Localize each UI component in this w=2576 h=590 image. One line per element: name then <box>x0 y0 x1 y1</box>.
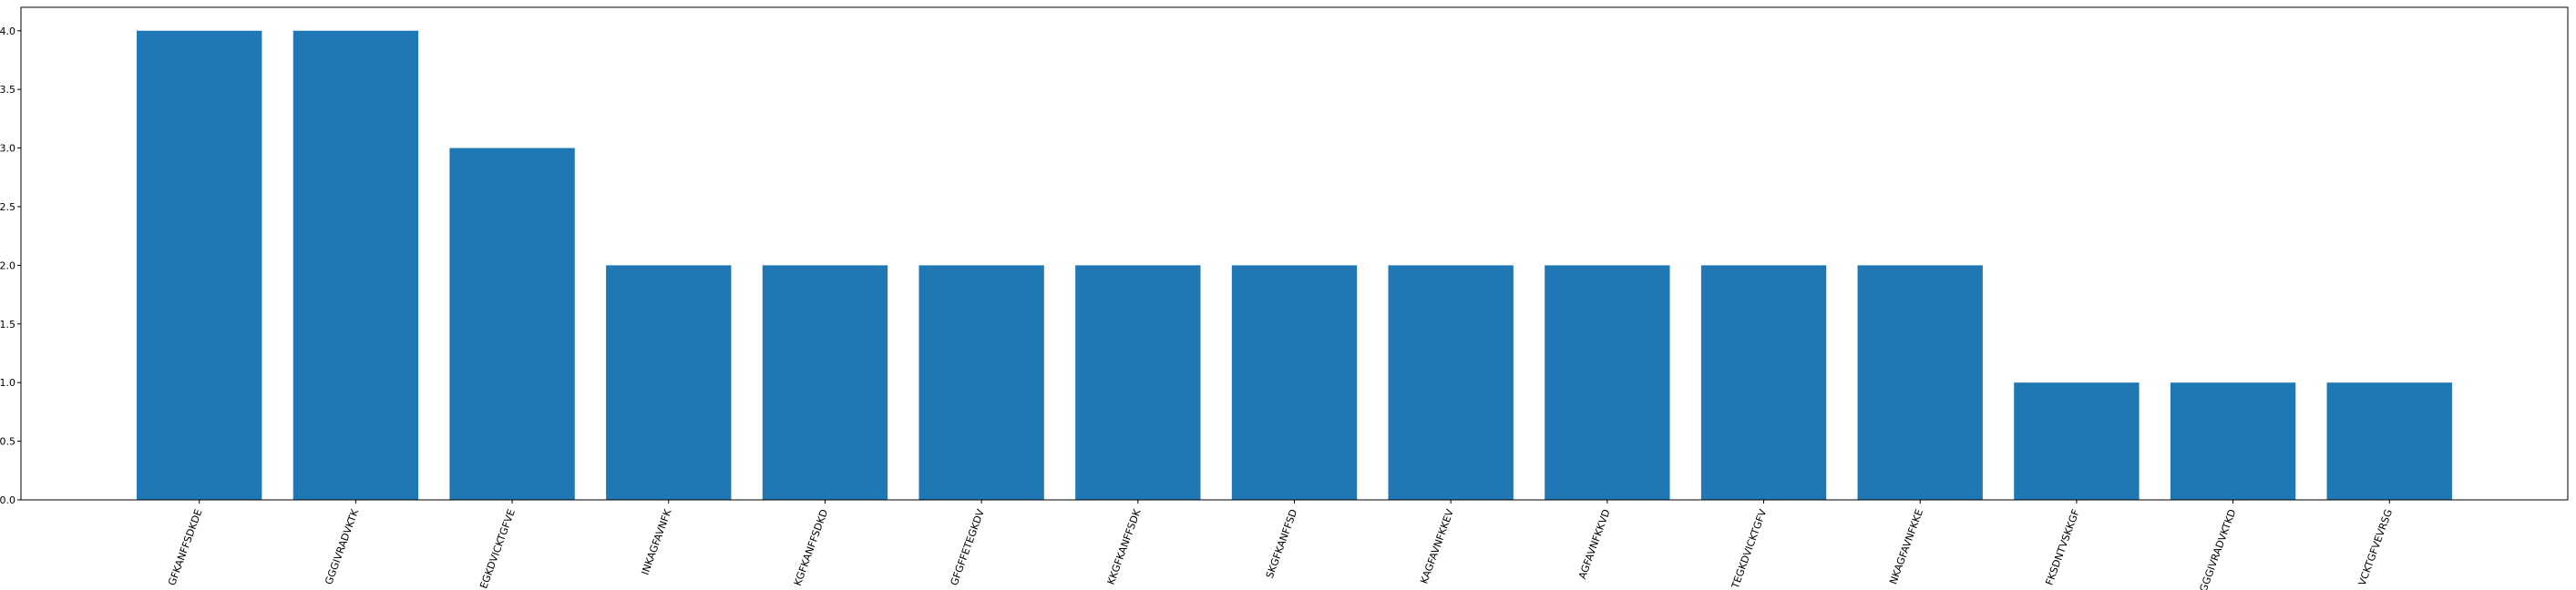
bar-VCKTGFVEVRSG <box>2326 382 2452 500</box>
y-tick-label: 2.5 <box>0 201 15 213</box>
y-tick-label: 1.0 <box>0 377 15 389</box>
y-tick-label: 2.0 <box>0 259 15 271</box>
y-tick-label: 3.0 <box>0 143 15 155</box>
bar-KAGFAVNFKKEV <box>1388 265 1514 500</box>
y-tick-label: 4.0 <box>0 25 15 37</box>
y-tick-label: 0.0 <box>0 494 15 506</box>
bar-SKGFKANFFSD <box>1231 265 1358 500</box>
y-axis: 0.0 0.5 1.0 1.5 2.0 2.5 3.0 3.5 4.0 <box>0 25 21 506</box>
bar-GGGIVRADVKTKD <box>2170 382 2296 500</box>
y-tick-label: 1.5 <box>0 319 15 331</box>
bar-GFKANFFSDKDE <box>137 30 262 501</box>
bar-EGKDVICKTGFVE <box>449 148 575 501</box>
y-tick-label: 3.5 <box>0 84 15 96</box>
bar-INKAGFAVNFK <box>606 265 732 500</box>
bar-KGFKANFFSDKD <box>762 265 888 500</box>
bar-TEGKDVICKTGFV <box>1700 265 1827 500</box>
bar-FKSDNTVSKKGF <box>2014 382 2140 500</box>
bar-NKAGFAVNFKKE <box>1857 265 1983 500</box>
bars-group <box>137 30 2452 501</box>
bar-AGFAVNFKKVD <box>1545 265 1670 500</box>
bar-GFGFFETEGKDV <box>919 265 1044 500</box>
plot-frame <box>20 6 2569 501</box>
bar-KKGFKANFFSDK <box>1075 265 1201 500</box>
bar-GGGIVRADVKTK <box>292 30 419 501</box>
y-tick-label: 0.5 <box>0 436 15 448</box>
